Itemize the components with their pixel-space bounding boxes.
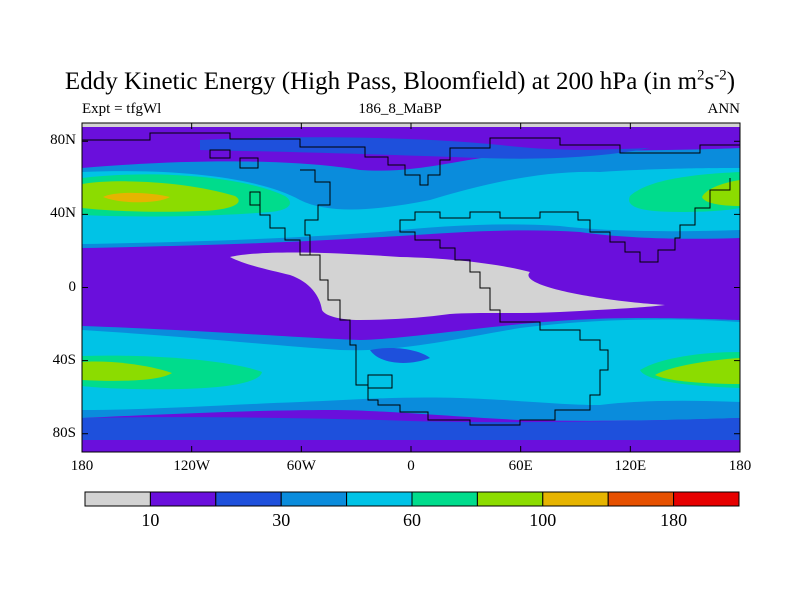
colorbar-swatch xyxy=(542,491,609,507)
colorbar-label: 180 xyxy=(660,510,688,530)
colorbar-swatch xyxy=(346,491,413,507)
coastline-outline xyxy=(82,132,740,426)
y-tick-label: 0 xyxy=(68,278,77,295)
eke-contour-field xyxy=(82,123,740,452)
x-tick-label: 120E xyxy=(614,458,647,474)
colorbar-swatch xyxy=(280,491,348,507)
chart-title: Eddy Kinetic Energy (High Pass, Bloomfie… xyxy=(64,67,736,95)
colorbar xyxy=(84,491,740,507)
colorbar-label: 10 xyxy=(141,510,160,530)
y-tick-label: 40N xyxy=(50,205,76,222)
case-label: 186_8_MaBP xyxy=(358,101,442,117)
x-tick-label: 0 xyxy=(407,458,415,474)
x-tick-label: 120W xyxy=(173,458,210,474)
colorbar-label: 100 xyxy=(529,510,557,530)
colorbar-swatch xyxy=(411,491,478,507)
colorbar-swatch xyxy=(607,491,675,507)
colorbar-label: 60 xyxy=(403,510,421,530)
y-tick-label: 40S xyxy=(52,351,76,368)
x-tick-label: 60E xyxy=(508,458,533,474)
colorbar-swatch xyxy=(215,491,282,507)
colorbar-swatch xyxy=(149,491,217,507)
season-label: ANN xyxy=(707,101,741,117)
colorbar-swatch xyxy=(84,491,151,507)
x-tick-label: 180 xyxy=(70,458,94,474)
x-tick-label: 60W xyxy=(286,458,316,474)
experiment-label: Expt = tfgWl xyxy=(82,101,162,117)
y-tick-label: 80N xyxy=(50,132,76,149)
y-tick-label: 80S xyxy=(52,424,76,441)
colorbar-label: 30 xyxy=(272,510,291,530)
x-tick-label: 180 xyxy=(728,458,752,474)
colorbar-swatch xyxy=(673,491,740,507)
colorbar-swatch xyxy=(476,491,544,507)
